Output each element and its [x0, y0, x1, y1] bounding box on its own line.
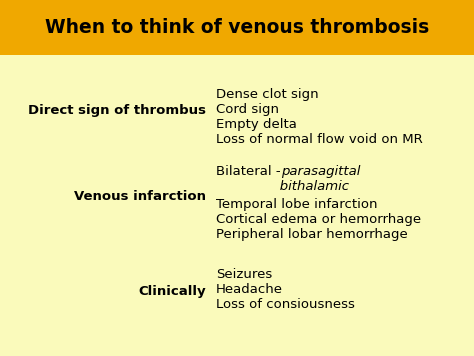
Text: Clinically: Clinically — [138, 285, 206, 298]
Text: Cortical edema or hemorrhage: Cortical edema or hemorrhage — [216, 213, 421, 226]
Text: Temporal lobe infarction: Temporal lobe infarction — [216, 198, 377, 211]
Bar — [0, 0, 474, 55]
Text: Headache: Headache — [216, 283, 283, 296]
Text: Bilateral -: Bilateral - — [216, 166, 284, 178]
Text: Seizures: Seizures — [216, 268, 272, 281]
Text: Dense clot sign: Dense clot sign — [216, 88, 319, 101]
Text: When to think of venous thrombosis: When to think of venous thrombosis — [45, 18, 429, 37]
Text: parasagittal: parasagittal — [281, 166, 360, 178]
Text: bithalamic: bithalamic — [216, 179, 349, 193]
Text: Loss of consiousness: Loss of consiousness — [216, 298, 355, 312]
Text: Cord sign: Cord sign — [216, 103, 279, 116]
Text: Empty delta: Empty delta — [216, 118, 297, 131]
Text: Peripheral lobar hemorrhage: Peripheral lobar hemorrhage — [216, 228, 408, 241]
Text: Direct sign of thrombus: Direct sign of thrombus — [28, 104, 206, 117]
Text: Venous infarction: Venous infarction — [74, 190, 206, 203]
Text: Loss of normal flow void on MR: Loss of normal flow void on MR — [216, 133, 422, 146]
